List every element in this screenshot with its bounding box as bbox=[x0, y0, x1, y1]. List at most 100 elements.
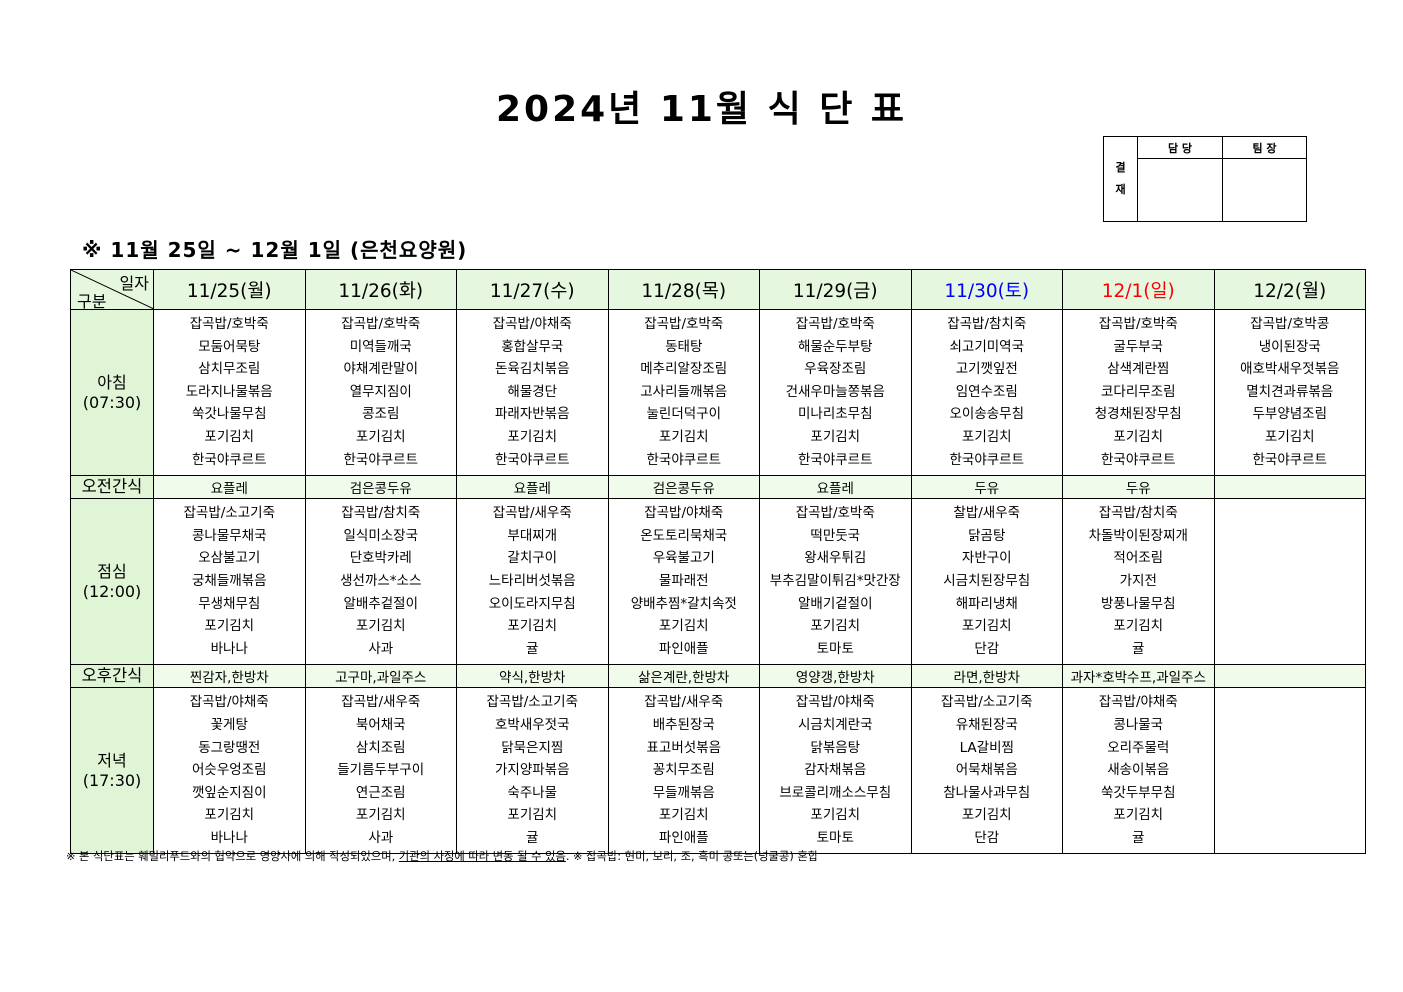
menu-item: 적어조림 bbox=[1113, 550, 1164, 567]
menu-item: 파인애플 bbox=[658, 829, 709, 846]
menu-item: 잡곡밥/소고기죽 bbox=[941, 694, 1033, 711]
menu-item: 한국야쿠르트 bbox=[191, 451, 267, 468]
menu-item: 쇠고기미역국 bbox=[949, 338, 1025, 355]
menu-item: 포기김치 bbox=[355, 807, 406, 824]
menu-item bbox=[1215, 525, 1366, 548]
menu-item: 콩조림 bbox=[362, 406, 400, 423]
menu-item: 바나나 bbox=[210, 640, 248, 657]
menu-item: 해물경단 bbox=[507, 383, 558, 400]
menu-cell: 잡곡밥/야채죽 콩나물국 오리주물럭 새송이볶음 쑥갓두부무침 포기김치 귤 bbox=[1062, 687, 1215, 855]
menu-cell: 잡곡밥/야채죽 시금치계란국 닭볶음탕 감자채볶음 브로콜리깨소스무침 포기김치 토마토 bbox=[759, 687, 912, 855]
menu-item: 포기김치 bbox=[204, 807, 255, 824]
menu-item: 잡곡밥/호박죽 bbox=[189, 316, 269, 332]
menu-item: 미역들깨국 bbox=[349, 338, 412, 355]
menu-cell: 잡곡밥/호박죽 굴두부국 삼색계란찜 코다리무조림 청경채된장무침 포기김치 한국야쿠르트 bbox=[1062, 308, 1215, 477]
menu-item: 한국야쿠르트 bbox=[343, 451, 419, 468]
menu-item: 단감 bbox=[974, 640, 1000, 657]
menu-item: 토마토 bbox=[816, 829, 854, 846]
menu-cell: 잡곡밥/소고기죽 콩나물무채국 오삼불고기 궁채들깨볶음 무생채무침 포기김치 바나나 bbox=[153, 498, 306, 666]
menu-item: 가지양파볶음 bbox=[494, 762, 570, 779]
menu-item: 잡곡밥/호박죽 bbox=[795, 316, 875, 332]
meal-time: (07:30) bbox=[82, 392, 142, 412]
menu-item: 포기김치 bbox=[1113, 807, 1164, 824]
menu-item: 들기름두부구이 bbox=[337, 762, 425, 779]
menu-cell: 찐감자,한방차 bbox=[153, 664, 306, 689]
menu-item bbox=[1215, 804, 1366, 827]
menu-item: 차돌박이된장찌개 bbox=[1088, 527, 1188, 544]
meal-row: 아침 (07:30) 잡곡밥/호박죽 모둠어묵탕 삼치무조림 도라지나물볶음 쑥갓나물무침 포… bbox=[70, 308, 1366, 477]
menu-item: 동태탕 bbox=[665, 338, 703, 355]
menu-item: 동그랑땡전 bbox=[198, 739, 261, 756]
menu-item: 눌린더덕구이 bbox=[646, 406, 722, 423]
menu-item: 잡곡밥/야채죽 bbox=[644, 505, 724, 522]
menu-item bbox=[1215, 737, 1366, 760]
menu-item: 단감 bbox=[974, 829, 1000, 846]
approval-box: 결 재 담 당 팀 장 bbox=[1103, 136, 1307, 222]
menu-item: 포기김치 bbox=[961, 428, 1012, 445]
menu-item bbox=[1215, 547, 1366, 570]
meal-name: 아침 bbox=[97, 372, 127, 392]
meal-name: 오후간식 bbox=[81, 666, 143, 686]
menu-item: 참나물사과무침 bbox=[943, 784, 1031, 801]
menu-item: 삼치조림 bbox=[355, 739, 406, 756]
menu-item: 무생채무침 bbox=[198, 595, 261, 612]
day-header: 12/1(일) bbox=[1062, 269, 1215, 310]
menu-item: 포기김치 bbox=[507, 428, 558, 445]
menu-item: 포기김치 bbox=[658, 428, 709, 445]
menu-item: 숙주나물 bbox=[507, 784, 558, 801]
menu-item: 알배추겉절이 bbox=[343, 595, 419, 612]
menu-item: 오삼불고기 bbox=[198, 550, 261, 567]
menu-item: 쑥갓나물무침 bbox=[191, 406, 267, 423]
menu-cell bbox=[1213, 498, 1366, 666]
menu-cell: 잡곡밥/참치죽 차돌박이된장찌개 적어조림 가지전 방풍나물무침 포기김치 귤 bbox=[1062, 498, 1215, 666]
approval-sign-staff[interactable] bbox=[1137, 158, 1223, 222]
menu-cell: 잡곡밥/야채죽 홍합살무국 돈육김치볶음 해물경단 파래자반볶음 포기김치 한국야쿠르트 bbox=[456, 308, 609, 477]
meal-name: 저녁 bbox=[97, 750, 127, 770]
menu-cell: 잡곡밥/호박죽 떡만둣국 왕새우튀김 부추김말이튀김*맛간장 알배기겉절이 포기김치 토마토 bbox=[759, 498, 912, 666]
week-subtitle: ※ 11월 25일 ~ 12월 1일 (은천요양원) bbox=[82, 238, 468, 262]
menu-item: 메추리알장조림 bbox=[640, 361, 728, 378]
menu-item: 바나나 bbox=[210, 829, 248, 846]
approval-side-label: 결 재 bbox=[1103, 136, 1138, 222]
menu-item: 해물순두부탕 bbox=[797, 338, 873, 355]
day-header: 11/26(화) bbox=[304, 269, 457, 310]
menu-item: 삼치무조림 bbox=[198, 361, 261, 378]
menu-item: 우육불고기 bbox=[652, 550, 715, 567]
menu-item: 시금치계란국 bbox=[797, 716, 873, 733]
menu-cell: 찰밥/새우죽 닭곰탕 자반구이 시금치된장무침 해파리냉채 포기김치 단감 bbox=[910, 498, 1063, 666]
menu-item bbox=[1215, 570, 1366, 593]
approval-sign-manager[interactable] bbox=[1222, 158, 1307, 222]
menu-item: 포기김치 bbox=[355, 428, 406, 445]
menu-item: 해파리냉채 bbox=[955, 595, 1018, 612]
row-label: 아침 (07:30) bbox=[70, 308, 154, 477]
menu-item: 두부양념조림 bbox=[1252, 406, 1328, 423]
menu-cell: 약식,한방차 bbox=[456, 664, 609, 689]
menu-item: 한국야쿠르트 bbox=[1100, 451, 1176, 468]
menu-item: 포기김치 bbox=[810, 807, 861, 824]
menu-item: 포기김치 bbox=[810, 428, 861, 445]
menu-item: 깻잎순지짐이 bbox=[191, 784, 267, 801]
menu-item: 포기김치 bbox=[204, 428, 255, 445]
menu-item: 포기김치 bbox=[810, 618, 861, 635]
footer-underlined-text: 기관의 사정에 따라 변동 될 수 있음 bbox=[398, 850, 566, 863]
menu-cell: 검은콩두유 bbox=[304, 475, 457, 500]
menu-item: 잡곡밥/야채죽 bbox=[1098, 694, 1178, 711]
diagonal-divider bbox=[71, 270, 153, 309]
menu-item: 포기김치 bbox=[507, 618, 558, 635]
menu-item: 고기깻잎전 bbox=[955, 361, 1018, 378]
menu-item: 연근조림 bbox=[355, 784, 406, 801]
menu-cell: 잡곡밥/호박죽 모둠어묵탕 삼치무조림 도라지나물볶음 쑥갓나물무침 포기김치 한국야쿠르트 bbox=[153, 308, 306, 477]
menu-item: 우육장조림 bbox=[804, 361, 867, 378]
menu-item: 포기김치 bbox=[204, 618, 255, 635]
day-header: 12/2(월) bbox=[1213, 269, 1366, 310]
menu-item: 떡만둣국 bbox=[810, 527, 861, 544]
menu-item: 궁채들깨볶음 bbox=[191, 572, 267, 589]
day-header: 11/28(목) bbox=[607, 269, 760, 310]
menu-item: 돈육김치볶음 bbox=[494, 361, 570, 378]
menu-item: 한국야쿠르트 bbox=[494, 451, 570, 468]
menu-item: 한국야쿠르트 bbox=[646, 451, 722, 468]
menu-item: 부추김말이튀김*맛간장 bbox=[769, 572, 901, 589]
menu-item bbox=[1215, 638, 1366, 661]
approval-col-manager: 팀 장 bbox=[1222, 136, 1307, 159]
menu-cell: 라면,한방차 bbox=[910, 664, 1063, 689]
